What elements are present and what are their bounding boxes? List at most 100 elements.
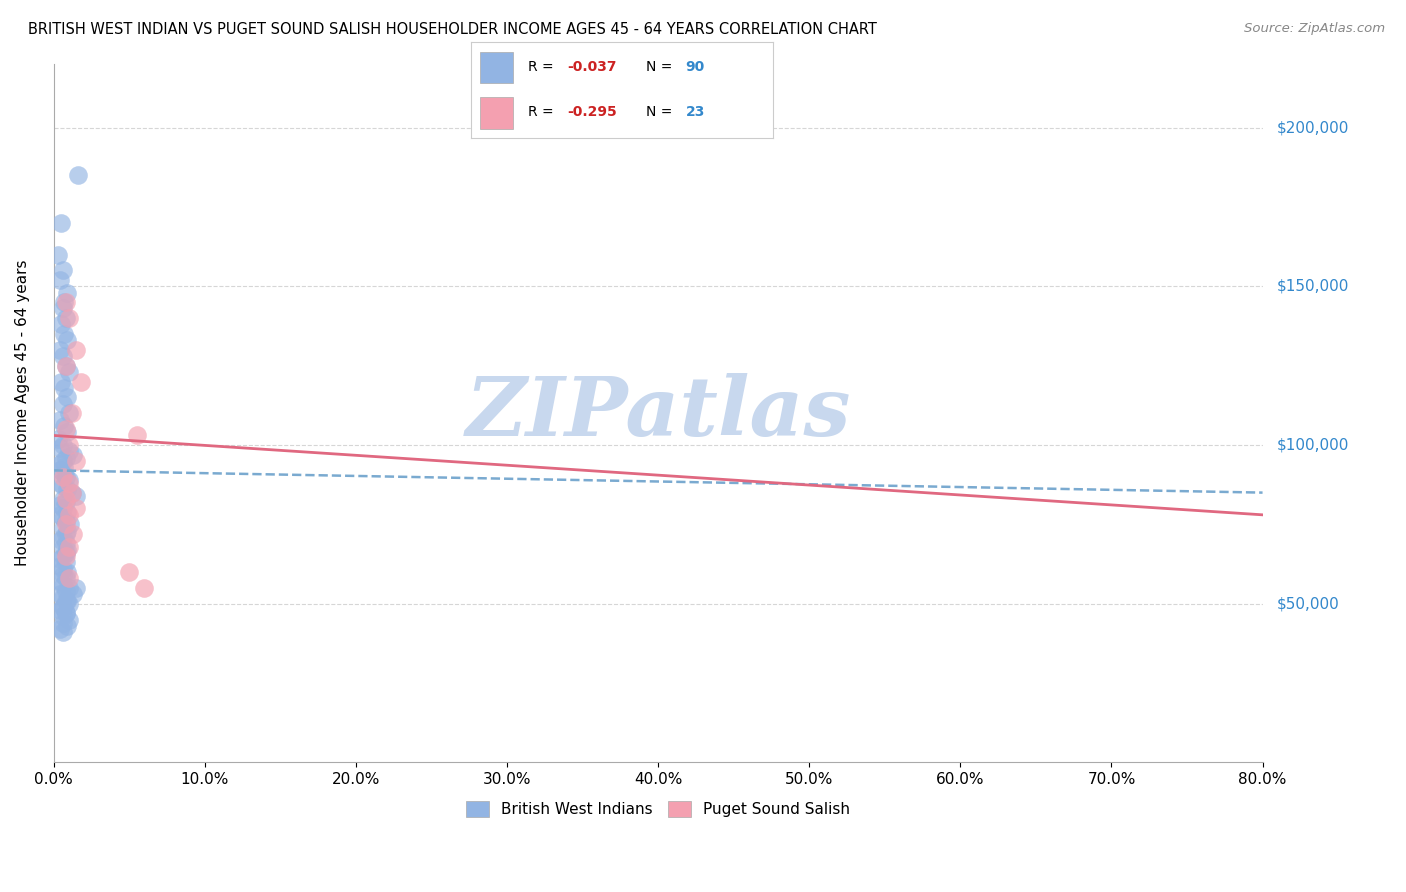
Point [55,295,77,310]
Point [56,565,79,579]
Point [55,593,77,607]
Point [48,476,70,491]
Point [55,536,77,550]
Point [55,514,77,528]
Point [48,457,70,471]
Point [52,609,75,624]
Point [55,422,77,436]
Point [58,597,80,611]
Point [52,591,75,605]
Point [55,527,77,541]
Text: R =: R = [529,105,558,120]
Point [55,517,77,532]
Point [48,412,70,426]
Point [52,511,75,525]
Point [56,333,79,347]
Text: $200,000: $200,000 [1277,120,1348,135]
Point [58,406,80,420]
Point [58,540,80,554]
Point [48,498,70,512]
Point [55,359,77,373]
Point [48,508,70,522]
Point [46,432,69,446]
Point [55,546,77,560]
Point [53,467,76,481]
Point [55,450,77,465]
Point [48,558,70,573]
Point [52,577,75,591]
Text: -0.295: -0.295 [568,105,617,120]
Point [52,625,75,640]
Point [48,441,70,455]
FancyBboxPatch shape [479,97,513,128]
Point [52,263,75,277]
Text: 23: 23 [686,105,704,120]
Text: $100,000: $100,000 [1277,437,1348,452]
Point [55,556,77,570]
Point [56,593,79,607]
Legend: British West Indians, Puget Sound Salish: British West Indians, Puget Sound Salish [458,793,858,824]
Point [55,606,77,620]
Point [53,460,76,475]
Point [55,606,77,620]
Point [56,542,79,557]
Point [52,568,75,582]
Point [48,587,70,601]
Point [62,448,84,462]
Point [56,483,79,497]
Point [52,520,75,534]
Point [56,619,79,633]
Point [48,622,70,636]
Point [53,295,76,310]
Point [59,517,82,532]
Point [58,508,80,522]
Point [52,599,75,614]
Point [58,571,80,585]
Text: $150,000: $150,000 [1277,279,1348,293]
Point [56,285,79,300]
Point [134,581,156,595]
Point [48,273,70,287]
Point [62,527,84,541]
Point [58,476,80,491]
Point [55,549,77,563]
Point [58,365,80,379]
Point [52,454,75,468]
Point [52,530,75,544]
Point [52,491,75,506]
Point [52,501,75,516]
Point [65,343,87,357]
Point [51,318,73,332]
Point [60,485,83,500]
Point [46,247,69,261]
Point [125,428,148,442]
Point [60,406,83,420]
FancyBboxPatch shape [479,52,513,83]
Point [51,216,73,230]
Text: 90: 90 [686,60,704,74]
Text: -0.037: -0.037 [568,60,617,74]
Point [55,491,77,506]
Point [52,397,75,411]
Point [56,390,79,404]
Point [52,301,75,316]
Point [58,438,80,452]
Point [52,540,75,554]
Text: ZIPatlas: ZIPatlas [465,373,851,453]
Text: $50,000: $50,000 [1277,596,1339,611]
Text: Source: ZipAtlas.com: Source: ZipAtlas.com [1244,22,1385,36]
Point [55,584,77,599]
Point [60,485,83,500]
Text: N =: N = [647,105,678,120]
Point [53,326,76,341]
Point [53,381,76,395]
Point [48,343,70,357]
Point [58,311,80,326]
Point [118,565,141,579]
Point [51,533,73,548]
Point [56,505,79,519]
Point [55,571,77,585]
Point [48,463,70,477]
Point [62,587,84,601]
Point [52,562,75,576]
